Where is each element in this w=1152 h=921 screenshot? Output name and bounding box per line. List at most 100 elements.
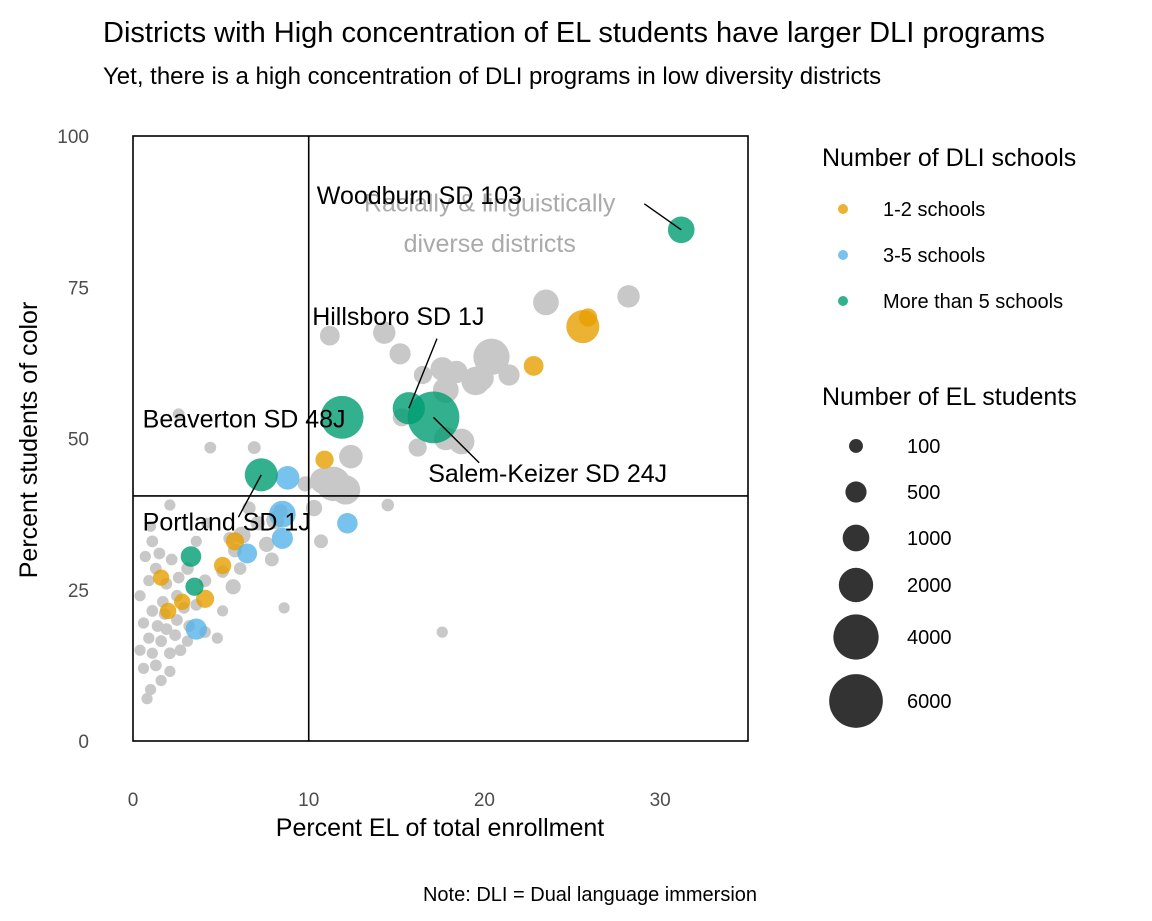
district-point-0-76 <box>144 520 157 532</box>
district-label-leader-3 <box>432 416 480 464</box>
district-point-0-79 <box>190 535 202 547</box>
legend-size-label-4: 4000 <box>907 627 952 649</box>
district-point-0-30 <box>258 536 275 552</box>
district-point-0-1 <box>373 321 396 344</box>
x-tick-label-3: 30 <box>650 790 671 811</box>
district-point-0-74 <box>216 605 229 617</box>
district-label-3: Salem-Keizer SD 24J <box>428 460 667 488</box>
district-point-0-0 <box>319 325 340 346</box>
district-point-0-16 <box>408 438 427 457</box>
district-point-0-75 <box>211 632 223 644</box>
district-point-0-80 <box>278 602 290 614</box>
legend-size-label-3: 2000 <box>907 575 952 597</box>
district-point-0-23 <box>381 498 395 512</box>
dli-district-point-1-6 <box>195 589 215 608</box>
district-point-0-26 <box>172 408 185 421</box>
district-point-0-62 <box>146 647 158 659</box>
legend-size-key-4 <box>833 614 879 660</box>
dli-district-point-3-5 <box>180 546 202 567</box>
district-point-0-69 <box>164 665 176 678</box>
legend-size-label-1: 500 <box>907 482 940 504</box>
district-point-0-59 <box>155 635 167 648</box>
legend-size-title: Number of EL students <box>822 383 1077 411</box>
district-label-4: Portland SD 1J <box>143 508 311 536</box>
legend-color-label-2: More than 5 schools <box>883 291 1063 313</box>
dli-district-point-3-1 <box>320 395 364 439</box>
district-point-0-44 <box>146 535 159 548</box>
district-point-0-58 <box>143 632 155 644</box>
district-point-0-22 <box>297 476 313 492</box>
district-point-0-70 <box>181 635 194 647</box>
district-point-0-47 <box>172 571 185 584</box>
district-point-0-32 <box>314 534 328 549</box>
district-label-leader-4 <box>237 474 262 518</box>
dli-district-point-1-7 <box>174 593 191 611</box>
district-label-2: Beaverton SD 48J <box>143 406 346 434</box>
district-point-0-17 <box>339 444 363 469</box>
region-label-line-1: diverse districts <box>404 230 576 258</box>
y-tick-label-2: 50 <box>68 430 89 451</box>
district-point-0-77 <box>164 499 176 511</box>
district-point-0-31 <box>264 552 279 567</box>
x-axis-ticks: 0 10 20 30 <box>128 790 671 811</box>
y-axis-title: Percent students of color <box>15 302 43 579</box>
legend-color-label-1: 3-5 schools <box>883 245 985 267</box>
district-point-0-37 <box>233 562 247 575</box>
district-labels: Woodburn SD 103 Hillsboro SD 1J Beaverton … <box>143 182 682 536</box>
dli-district-point-2-0 <box>275 466 300 490</box>
district-point-0-28 <box>250 515 265 531</box>
legend-size: Number of EL students 100 500 1000 2000 4000… <box>822 383 1077 728</box>
x-axis-title: Percent EL of total enrollment <box>276 814 604 842</box>
legend-color-label-0: 1-2 schools <box>883 199 985 221</box>
district-point-0-24 <box>247 441 261 455</box>
x-tick-label-2: 20 <box>474 790 495 811</box>
y-tick-label-0: 0 <box>78 732 89 753</box>
district-point-0-64 <box>137 662 150 675</box>
district-point-0-15 <box>448 428 475 455</box>
dli-district-point-1-5 <box>213 556 232 575</box>
x-tick-label-1: 10 <box>298 790 319 811</box>
plot-area: Racially & linguistically diverse distric… <box>132 135 749 742</box>
legend-size-label-0: 100 <box>907 436 940 458</box>
legend-color-title: Number of DLI schools <box>822 144 1076 172</box>
district-point-0-83 <box>134 590 146 602</box>
legend-size-label-2: 1000 <box>907 528 952 550</box>
district-point-0-25 <box>204 441 217 454</box>
district-point-0-68 <box>141 693 153 705</box>
chart-title: Districts with High concentration of EL … <box>103 17 1045 49</box>
district-point-0-49 <box>143 575 155 587</box>
y-tick-label-3: 75 <box>68 278 89 299</box>
legend-color-key-0 <box>838 204 848 214</box>
district-point-0-12 <box>617 285 640 308</box>
district-point-0-61 <box>134 644 146 656</box>
district-point-0-45 <box>139 550 151 563</box>
dli-district-point-1-3 <box>315 450 334 469</box>
dli-district-point-1-4 <box>225 532 245 551</box>
region-label-line-0: Racially & linguistically <box>364 190 616 218</box>
district-point-0-11 <box>533 289 559 316</box>
district-point-0-65 <box>164 647 176 660</box>
district-point-0-71 <box>171 614 183 626</box>
chart-caption: Note: DLI = Dual language immersion <box>423 884 757 906</box>
district-point-0-54 <box>146 605 159 617</box>
district-point-0-10 <box>498 364 520 386</box>
dli-district-point-2-1 <box>269 500 296 528</box>
district-label-0: Woodburn SD 103 <box>317 182 522 210</box>
district-point-0-66 <box>155 674 167 687</box>
legend-size-key-3 <box>838 567 874 603</box>
dli-district-point-2-3 <box>337 512 358 534</box>
dli-district-point-1-2 <box>523 356 544 376</box>
legend-size-label-5: 6000 <box>907 691 952 713</box>
chart-subtitle: Yet, there is a high concentration of DL… <box>103 63 881 90</box>
plot-border <box>132 135 749 742</box>
legend-color-key-1 <box>838 250 848 260</box>
district-point-0-21 <box>305 499 323 517</box>
dli-district-point-2-5 <box>185 618 207 640</box>
dli-district-point-2-4 <box>237 543 258 564</box>
legend-size-key-2 <box>842 524 870 552</box>
district-point-0-20 <box>330 475 361 505</box>
district-point-0-39 <box>225 579 241 595</box>
district-point-0-57 <box>160 623 173 635</box>
district-point-0-9 <box>468 365 494 391</box>
district-point-0-43 <box>153 547 166 560</box>
